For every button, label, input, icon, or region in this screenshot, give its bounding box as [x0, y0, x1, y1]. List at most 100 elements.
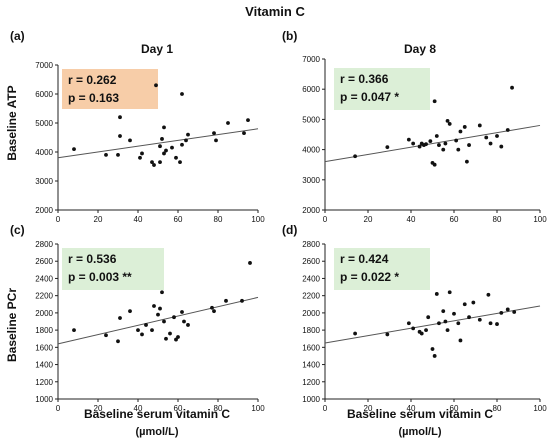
panel-b-data-point: [495, 134, 499, 138]
panel-c-ytick-label: 2200: [35, 292, 53, 301]
panel-a-data-point: [158, 160, 162, 165]
panel-c-stats-p: p = 0.003 **: [68, 270, 132, 284]
panel-c-xtick-label: 80: [214, 404, 223, 413]
panel-a-stats-box: [62, 69, 158, 109]
panel-b-data-point: [477, 123, 482, 128]
panel-a-data-point: [160, 137, 164, 141]
panel-c-stats-box: [62, 248, 164, 290]
panel-a-data-point: [162, 125, 166, 130]
panel-d-data-point: [437, 321, 441, 326]
panel-b-data-point: [385, 145, 390, 150]
panel-d-data-point: [385, 332, 390, 337]
panel-b-data-point: [445, 119, 450, 123]
panel-b-ytick-label: 2000: [302, 206, 320, 215]
panel-a-data-point: [116, 153, 120, 157]
panel-a-data-point: [170, 145, 174, 150]
panel-d-data-point: [458, 338, 463, 343]
panel-d-data-point: [495, 322, 499, 326]
panel-c-xtick-label: 100: [251, 404, 265, 413]
panel-d-data-point: [426, 315, 431, 320]
panel-c-data-point: [116, 339, 120, 344]
panel-b-data-point: [510, 85, 514, 90]
panel-a-data-point: [140, 151, 144, 156]
panel-d-stats-box: [334, 248, 430, 290]
panel-c-ytick-label: 2000: [35, 309, 53, 318]
panel-c-data-point: [104, 333, 108, 338]
panel-b-letter: (b): [282, 29, 297, 43]
panel-d-data-point: [499, 310, 504, 315]
panel-c-xtick-label: 0: [56, 404, 61, 413]
panel-d-data-point: [456, 321, 461, 326]
panel-a-xtick-label: 100: [251, 215, 265, 224]
panel-d-xtick-label: 40: [407, 404, 416, 413]
panel-a-ytick-label: 3000: [35, 177, 53, 186]
panel-a-xtick-label: 0: [56, 215, 61, 224]
panel-d-data-point: [486, 292, 491, 297]
panel-b-ytick-label: 7000: [302, 55, 320, 64]
panel-a-data-point: [174, 155, 178, 160]
xlabel-right-line2: (µmol/L): [399, 426, 442, 438]
panel-b-data-point: [456, 147, 461, 152]
panel-c-data-point: [156, 312, 160, 317]
panel-a-data-point: [180, 142, 184, 147]
panel-c-data-point: [180, 310, 184, 314]
panel-d-ytick-label: 1600: [302, 343, 320, 352]
panel-b-xtick-label: 100: [533, 215, 547, 224]
panel-c-data-point: [224, 298, 228, 303]
panel-b-data-point: [488, 141, 493, 146]
panel-b-data-point: [411, 141, 416, 146]
panel-b-data-point: [417, 144, 422, 149]
panel-a-data-point: [180, 92, 184, 96]
panel-c-data-point: [176, 335, 180, 339]
panel-d-data-point: [471, 300, 476, 305]
panel-c-xtick-label: 40: [134, 404, 143, 413]
panel-a-xtick-label: 40: [134, 215, 143, 224]
panel-b-data-point: [428, 139, 433, 144]
panel-c-data-point: [174, 337, 178, 342]
panel-b-title: Day 8: [404, 42, 436, 56]
panel-c-data-point: [172, 315, 176, 320]
panel-a-data-point: [186, 132, 190, 137]
panel-a-data-point: [158, 144, 162, 149]
panel-c-ytick-label: 1200: [35, 378, 53, 387]
panel-d-trendline: [324, 305, 541, 344]
panel-d-xtick-label: 20: [364, 404, 373, 413]
panel-b-ytick-label: 3000: [302, 176, 320, 185]
panel-b-data-point: [462, 125, 467, 129]
panel-d-xtick-label: 100: [533, 404, 547, 413]
panel-d-data-point: [406, 321, 411, 326]
panel-a-data-point: [246, 118, 250, 122]
panel-d-ytick-label: 2600: [302, 257, 320, 266]
panel-b-data-point: [406, 137, 411, 142]
panel-c-data-point: [162, 319, 166, 324]
panel-d-ytick-label: 1200: [302, 378, 320, 387]
panel-b-data-point: [505, 128, 510, 132]
panel-a-ytick-label: 2000: [35, 206, 53, 215]
panel-d-data-point: [512, 310, 517, 314]
panel-d-data-point: [419, 331, 424, 336]
panel-b-xtick-label: 80: [493, 215, 502, 224]
panel-a-data-point: [138, 155, 142, 160]
panel-c-data-point: [168, 331, 172, 336]
panel-c-chart: 1000120014001600180020002200240026002800…: [35, 240, 265, 413]
panel-a-data-point: [242, 131, 246, 136]
panel-b-ytick-label: 5000: [302, 115, 320, 124]
panel-a-xtick-label: 80: [214, 215, 223, 224]
panel-c-data-point: [186, 323, 190, 327]
panel-d-data-point: [477, 317, 482, 322]
panel-d-data-point: [411, 326, 416, 331]
panel-c-data-point: [240, 298, 244, 303]
panel-c-data-point: [152, 304, 156, 308]
panel-c-ytick-label: 2800: [35, 240, 53, 249]
panel-d-data-point: [462, 302, 467, 307]
panel-c-stats-r: r = 0.536: [68, 252, 117, 266]
panel-d-ytick-label: 2200: [302, 292, 320, 301]
panel-b-data-point: [437, 143, 441, 147]
panel-c-data-point: [144, 323, 148, 327]
panel-b-stats-box: [334, 68, 430, 110]
panel-d-xtick-label: 0: [323, 404, 328, 413]
panel-c-data-point: [210, 305, 214, 310]
panel-b-xtick-label: 40: [407, 215, 416, 224]
panel-a-data-point: [164, 148, 168, 153]
panel-c-trendline: [57, 296, 259, 345]
